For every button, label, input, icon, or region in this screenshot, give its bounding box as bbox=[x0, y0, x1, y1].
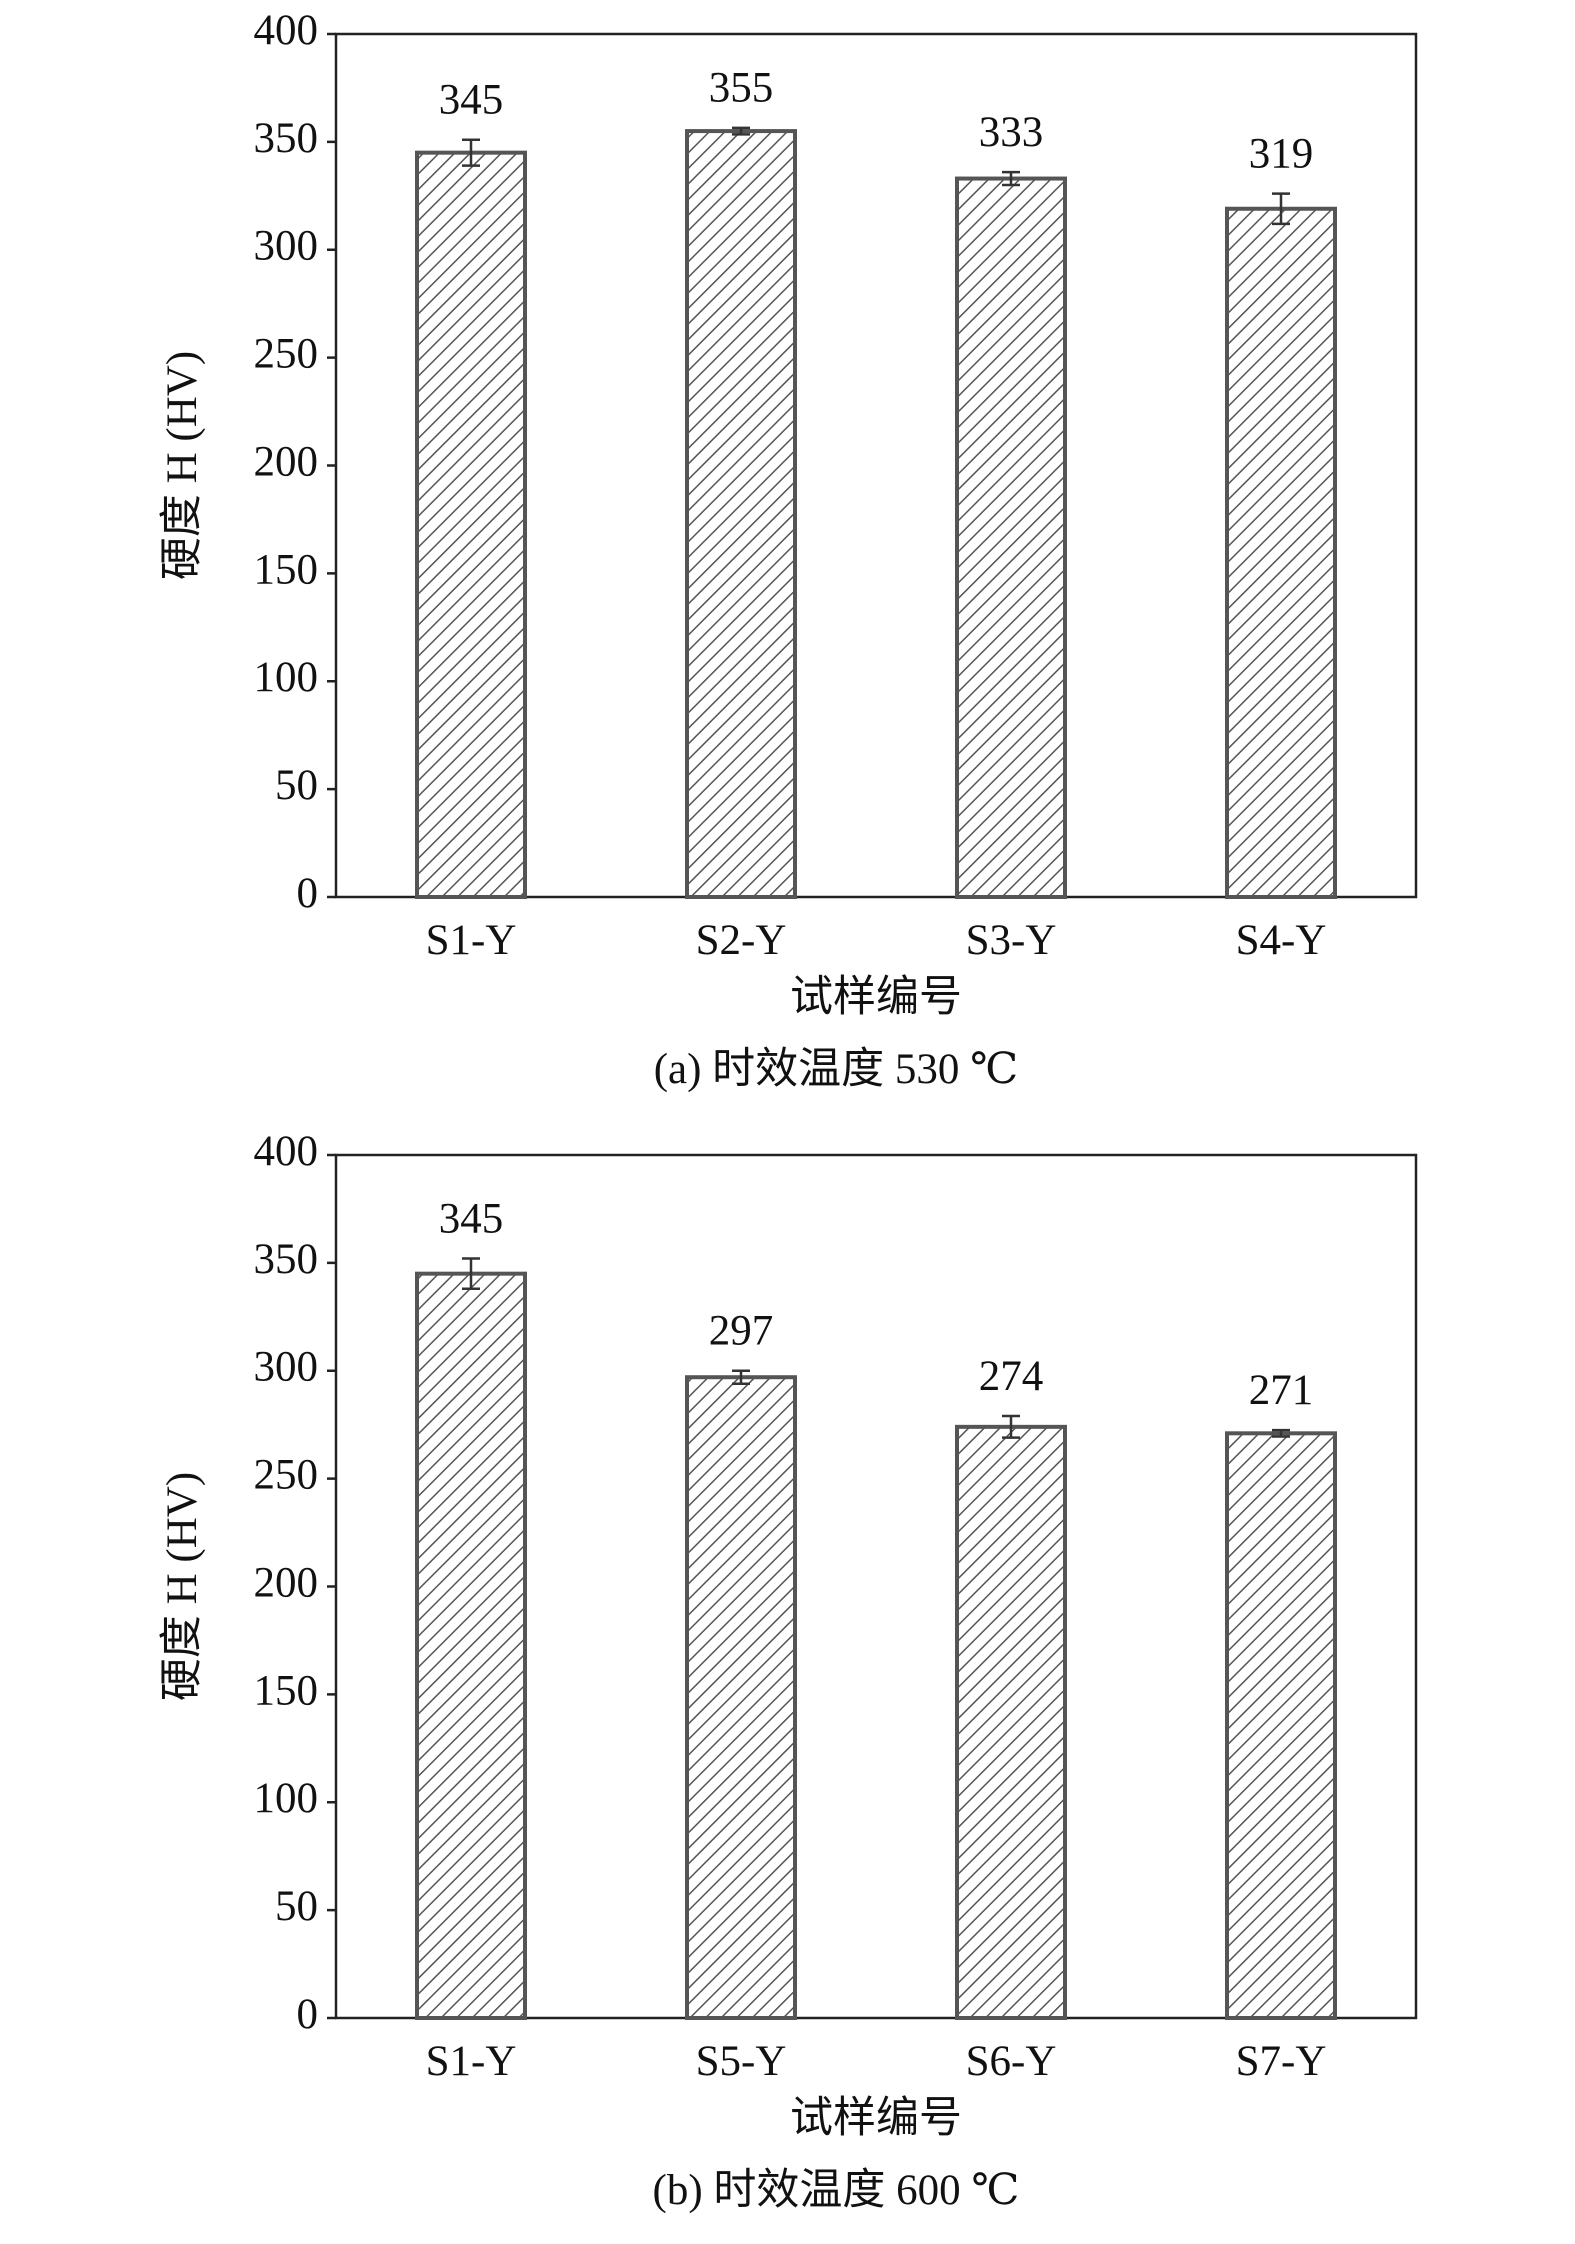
y-axis-label: 硬度 H (HV) bbox=[159, 351, 206, 580]
y-tick-label: 150 bbox=[254, 546, 319, 593]
x-tick-label: S2-Y bbox=[696, 917, 787, 964]
x-tick-label: S1-Y bbox=[426, 2038, 517, 2085]
data-label: 271 bbox=[1249, 1367, 1314, 1414]
y-tick-label: 300 bbox=[254, 1344, 319, 1391]
bar bbox=[415, 150, 527, 900]
data-label: 274 bbox=[979, 1353, 1044, 1400]
bar bbox=[1225, 1431, 1337, 2020]
error-bar bbox=[1002, 170, 1020, 187]
x-tick-label: S5-Y bbox=[696, 2038, 787, 2085]
data-label: 345 bbox=[439, 77, 504, 124]
x-tick-label: S3-Y bbox=[966, 917, 1057, 964]
bar bbox=[415, 1271, 527, 2020]
y-tick-label: 350 bbox=[254, 115, 319, 162]
bar bbox=[955, 176, 1067, 900]
y-tick-label: 200 bbox=[254, 438, 319, 485]
data-label: 345 bbox=[439, 1195, 504, 1242]
data-label: 333 bbox=[979, 109, 1044, 156]
y-tick-label: 400 bbox=[254, 7, 319, 54]
y-tick-label: 100 bbox=[254, 1775, 319, 1822]
chart-title: (b) 时效温度 600 ℃ bbox=[653, 2167, 1020, 2214]
data-label: 297 bbox=[709, 1308, 774, 1355]
error-bar bbox=[732, 1369, 750, 1385]
bar bbox=[1225, 206, 1337, 899]
chart-title: (a) 时效温度 530 ℃ bbox=[654, 1046, 1019, 1093]
x-tick-label: S7-Y bbox=[1236, 2038, 1327, 2085]
x-tick-label: S1-Y bbox=[426, 917, 517, 964]
error-bar bbox=[732, 126, 750, 136]
x-tick-label: S6-Y bbox=[966, 2038, 1057, 2085]
plot-frame bbox=[334, 1153, 1418, 2020]
y-tick-label: 200 bbox=[254, 1559, 319, 1606]
error-bar bbox=[462, 138, 480, 167]
y-tick-label: 150 bbox=[254, 1667, 319, 1714]
y-tick-label: 0 bbox=[297, 1991, 319, 2038]
y-tick-label: 300 bbox=[254, 223, 319, 270]
plot-frame bbox=[334, 32, 1418, 899]
y-tick-label: 400 bbox=[254, 1128, 319, 1175]
y-tick-label: 50 bbox=[275, 1883, 318, 1930]
y-tick-label: 100 bbox=[254, 654, 319, 701]
bar bbox=[685, 129, 797, 899]
bar bbox=[685, 1375, 797, 2021]
error-bar bbox=[462, 1257, 480, 1291]
bar bbox=[955, 1424, 1067, 2020]
data-label: 319 bbox=[1249, 131, 1314, 178]
y-axis-label: 硬度 H (HV) bbox=[159, 1472, 206, 1701]
x-axis-label: 试样编号 bbox=[790, 974, 962, 1021]
error-bar bbox=[1002, 1414, 1020, 1439]
y-tick-label: 50 bbox=[275, 762, 318, 809]
error-bar bbox=[1272, 192, 1290, 226]
x-axis-label: 试样编号 bbox=[790, 2095, 962, 2142]
y-tick-label: 250 bbox=[254, 331, 319, 378]
data-label: 355 bbox=[709, 65, 774, 112]
y-tick-label: 0 bbox=[297, 870, 319, 917]
y-tick-label: 250 bbox=[254, 1452, 319, 1499]
y-tick-label: 350 bbox=[254, 1236, 319, 1283]
x-tick-label: S4-Y bbox=[1236, 917, 1327, 964]
error-bar bbox=[1272, 1428, 1290, 1438]
